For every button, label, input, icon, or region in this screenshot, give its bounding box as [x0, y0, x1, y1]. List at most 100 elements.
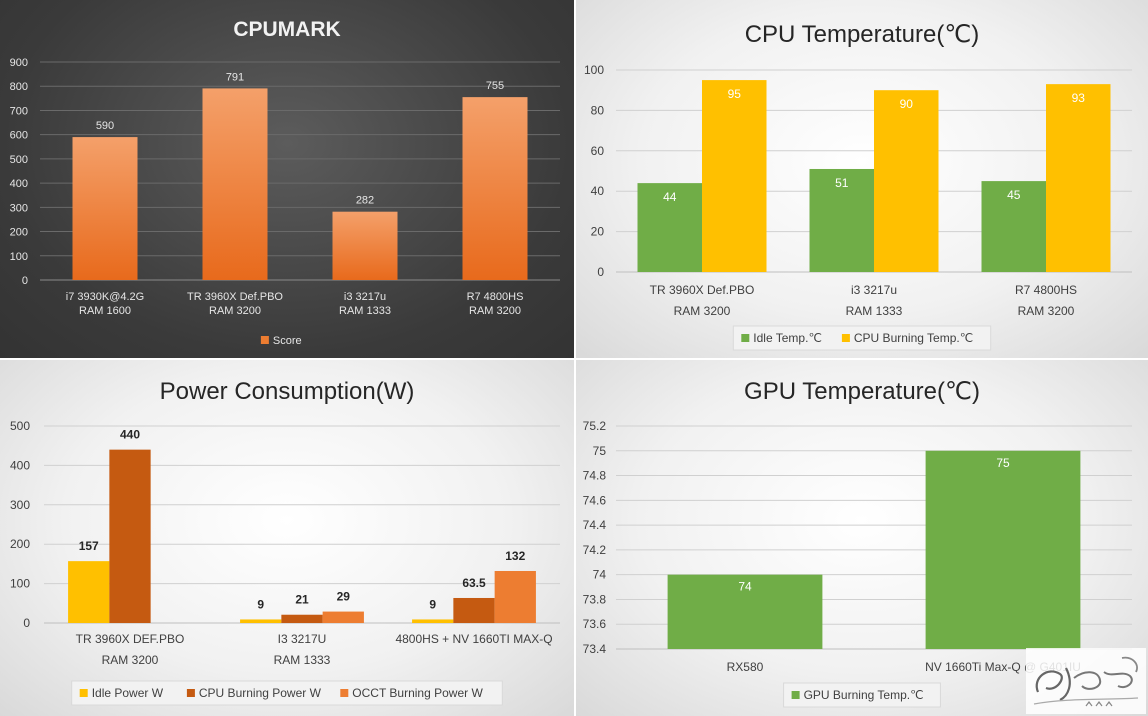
y-tick-label: 500: [10, 154, 28, 166]
chart-title: GPU Temperature(℃): [744, 378, 980, 405]
bar-score-4: [462, 97, 528, 280]
legend-box: [71, 680, 503, 706]
x-category-label: RAM 3200: [1018, 304, 1075, 318]
x-category-label: R7 4800HS: [1015, 283, 1077, 297]
x-category-label: RAM 3200: [102, 653, 159, 667]
bar-idle-temp-3: [981, 181, 1046, 272]
data-label: 29: [337, 590, 351, 604]
legend-label: Idle Power W: [92, 686, 164, 700]
y-tick-label: 100: [584, 63, 604, 77]
y-tick-label: 73.8: [583, 592, 607, 606]
data-label: 590: [96, 120, 114, 132]
data-label: 44: [663, 190, 677, 204]
data-label: 63.5: [462, 576, 486, 590]
bar-cpu-burning-temp-2: [874, 90, 939, 272]
x-category-label: i3 3217u: [344, 291, 386, 303]
y-tick-label: 200: [10, 537, 30, 551]
y-tick-label: 75: [593, 444, 607, 458]
x-category-label: TR 3960X Def.PBO: [187, 291, 283, 303]
gpu-temperature-chart: GPU Temperature(℃) 73.4 73.6 73.8 74 74.2 74.4…: [576, 360, 1148, 716]
y-tick-label: 74.8: [583, 469, 607, 483]
x-category-label: RAM 3200: [469, 305, 521, 317]
y-tick-label: 0: [23, 616, 30, 630]
bar-idle-power-w-2: [240, 619, 282, 623]
legend-box: [783, 682, 941, 708]
y-tick-label: 74.2: [583, 543, 607, 557]
y-tick-label: 300: [10, 498, 30, 512]
cpumark-chart: CPUMARK 0 100 200 300 400 500 600 700 800 900 590 i7…: [0, 0, 574, 358]
legend-swatch-idle-power-w: [79, 689, 88, 697]
chart-title: CPU Temperature(℃): [745, 21, 980, 48]
y-tick-label: 300: [10, 202, 28, 214]
cpumark-svg: CPUMARK 0 100 200 300 400 500 600 700 800 900 590 i7…: [10, 18, 560, 347]
y-tick-label: 400: [10, 458, 30, 472]
y-tick-label: 74.4: [583, 518, 607, 532]
legend-label: CPU Burning Power W: [199, 686, 322, 700]
y-tick-label: 600: [10, 130, 28, 142]
bar-idle-power-w-1: [68, 561, 110, 623]
legend-label: CPU Burning Temp.℃: [854, 331, 973, 345]
data-label: 21: [295, 593, 309, 607]
power-consumption-chart: Power Consumption(W) 0 100 200 300 400 500 157 4…: [0, 360, 574, 716]
x-category-label: TR 3960X DEF.PBO: [76, 632, 185, 646]
bar-cpu-burning-power-w-1: [109, 449, 151, 623]
legend-swatch-cpu-burning-power-w: [186, 689, 195, 697]
data-label: 157: [79, 539, 99, 553]
legend-label: Idle Temp.℃: [753, 331, 822, 345]
y-tick-label: 0: [22, 275, 28, 287]
data-label: 9: [257, 597, 264, 611]
bar-score-3: [332, 211, 398, 280]
data-label: 791: [226, 71, 244, 83]
y-tick-label: 60: [591, 144, 605, 158]
y-tick-label: 75.2: [583, 419, 607, 433]
legend-swatch-occt-burning-power-w: [340, 689, 349, 697]
cpu-temperature-chart: CPU Temperature(℃) 0 20 40 60 80 100 44 95 TR 396…: [576, 0, 1148, 358]
bar-occt-burning-power-w-2: [322, 611, 364, 623]
bar-cpu-burning-power-w-2: [281, 614, 323, 623]
x-category-label: RAM 3200: [209, 305, 261, 317]
bar-score-1: [72, 137, 138, 280]
y-tick-label: 73.6: [583, 617, 607, 631]
y-tick-label: 80: [591, 103, 605, 117]
y-tick-label: 73.4: [583, 642, 607, 656]
legend-swatch-cpu-burning-temp: [841, 334, 850, 342]
y-tick-label: 700: [10, 105, 28, 117]
y-tick-label: 500: [10, 419, 30, 433]
x-category-label: i7 3930K@4.2G: [66, 291, 144, 303]
y-tick-label: 20: [591, 225, 605, 239]
x-category-label: 4800HS + NV 1660TI MAX-Q: [395, 632, 552, 646]
legend-swatch-idle-temp: [741, 334, 750, 342]
data-label: 755: [486, 80, 504, 92]
legend-label: Score: [273, 335, 302, 347]
bar-idle-temp-2: [809, 168, 874, 272]
legend-swatch-score: [260, 336, 269, 344]
bar-cpu-burning-temp-3: [1046, 84, 1111, 272]
x-category-label: RAM 1333: [846, 304, 903, 318]
legend-swatch-gpu-burning-temp: [791, 691, 800, 699]
y-tick-label: 0: [597, 265, 604, 279]
data-label: 132: [505, 549, 525, 563]
y-tick-label: 800: [10, 81, 28, 93]
data-label: 93: [1072, 91, 1086, 105]
cpu-temperature-svg: CPU Temperature(℃) 0 20 40 60 80 100 44 95 TR 396…: [584, 21, 1132, 351]
legend-label: OCCT Burning Power W: [352, 686, 483, 700]
legend-box: [732, 325, 992, 351]
data-label: 90: [900, 97, 914, 111]
chart-title: Power Consumption(W): [160, 378, 415, 405]
y-tick-label: 74: [593, 568, 607, 582]
data-label: 45: [1007, 188, 1021, 202]
x-category-label: R7 4800HS: [467, 291, 524, 303]
x-category-label: RAM 3200: [674, 304, 731, 318]
data-label: 51: [835, 176, 849, 190]
bar-score-2: [202, 88, 268, 280]
x-category-label: RX580: [727, 660, 764, 674]
x-category-label: RAM 1333: [274, 653, 331, 667]
data-label: 282: [356, 195, 374, 207]
data-label: 440: [120, 428, 140, 442]
y-tick-label: 74.6: [583, 493, 607, 507]
chart-title: CPUMARK: [233, 18, 340, 41]
y-tick-label: 200: [10, 227, 28, 239]
legend-label: GPU Burning Temp.℃: [804, 688, 924, 702]
y-tick-label: 100: [10, 251, 28, 263]
bar-cpu-burning-temp-1: [702, 80, 767, 272]
